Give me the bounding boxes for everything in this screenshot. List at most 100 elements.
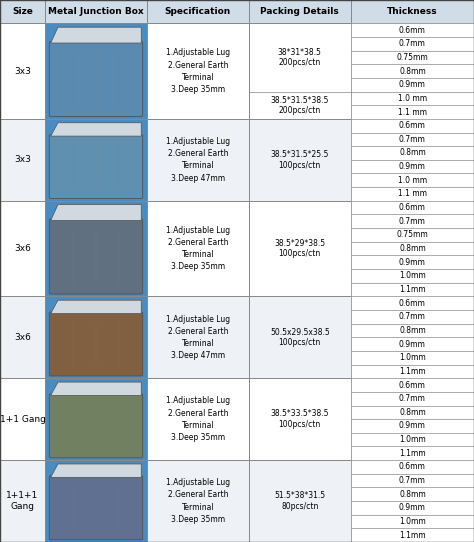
FancyBboxPatch shape — [49, 476, 143, 540]
Text: 38.5*33.5*38.5
100pcs/ctn: 38.5*33.5*38.5 100pcs/ctn — [271, 409, 329, 429]
FancyBboxPatch shape — [49, 394, 143, 458]
Text: 0.8mm: 0.8mm — [399, 244, 426, 253]
Bar — [351, 392, 474, 405]
Bar — [249, 0, 351, 23]
Bar — [351, 324, 474, 337]
Bar — [351, 173, 474, 187]
Text: 1.1 mm: 1.1 mm — [398, 190, 427, 198]
Bar — [351, 501, 474, 515]
Text: 0.6mm: 0.6mm — [399, 25, 426, 35]
Bar — [351, 0, 474, 23]
Text: 38.5*31.5*38.5
200pcs/ctn: 38.5*31.5*38.5 200pcs/ctn — [271, 95, 329, 115]
Text: 38.5*29*38.5
100pcs/ctn: 38.5*29*38.5 100pcs/ctn — [274, 239, 325, 258]
Bar — [351, 64, 474, 78]
Text: 0.7mm: 0.7mm — [399, 217, 426, 225]
Polygon shape — [51, 382, 141, 396]
Text: 1.0mm: 1.0mm — [399, 435, 426, 444]
Text: 0.8mm: 0.8mm — [399, 408, 426, 417]
Bar — [351, 365, 474, 378]
Bar — [45, 119, 147, 201]
Text: 0.9mm: 0.9mm — [399, 162, 426, 171]
Text: 0.9mm: 0.9mm — [399, 422, 426, 430]
Text: 1.Adjustable Lug
2.General Earth
Terminal
3.Deep 47mm: 1.Adjustable Lug 2.General Earth Termina… — [166, 137, 230, 183]
FancyBboxPatch shape — [49, 41, 143, 117]
Polygon shape — [51, 122, 141, 136]
Text: 0.6mm: 0.6mm — [399, 121, 426, 130]
Bar — [351, 269, 474, 283]
Text: 1.0 mm: 1.0 mm — [398, 176, 427, 185]
Bar — [0, 460, 45, 542]
Bar — [351, 460, 474, 474]
Text: 1.Adjustable Lug
2.General Earth
Terminal
3.Deep 35mm: 1.Adjustable Lug 2.General Earth Termina… — [166, 48, 230, 94]
Bar — [147, 23, 249, 119]
Text: 0.8mm: 0.8mm — [399, 326, 426, 335]
Bar — [351, 228, 474, 242]
Text: 3x3: 3x3 — [14, 156, 31, 164]
Bar — [351, 160, 474, 173]
Bar — [351, 433, 474, 447]
Bar — [351, 296, 474, 310]
Text: 0.9mm: 0.9mm — [399, 340, 426, 349]
Bar — [351, 447, 474, 460]
Text: 0.75mm: 0.75mm — [397, 53, 428, 62]
Text: 0.9mm: 0.9mm — [399, 257, 426, 267]
FancyBboxPatch shape — [49, 312, 143, 376]
Bar — [147, 0, 249, 23]
Text: 1.Adjustable Lug
2.General Earth
Terminal
3.Deep 35mm: 1.Adjustable Lug 2.General Earth Termina… — [166, 396, 230, 442]
Bar — [351, 119, 474, 132]
Text: 38.5*31.5*25.5
100pcs/ctn: 38.5*31.5*25.5 100pcs/ctn — [271, 150, 329, 170]
Text: Thickness: Thickness — [387, 7, 438, 16]
Bar — [147, 378, 249, 460]
Bar — [45, 23, 147, 119]
Polygon shape — [51, 27, 141, 43]
Polygon shape — [51, 300, 141, 313]
Text: 1.Adjustable Lug
2.General Earth
Terminal
3.Deep 47mm: 1.Adjustable Lug 2.General Earth Termina… — [166, 314, 230, 360]
Bar — [147, 119, 249, 201]
Text: 50.5x29.5x38.5
100pcs/ctn: 50.5x29.5x38.5 100pcs/ctn — [270, 327, 330, 347]
Text: 0.7mm: 0.7mm — [399, 476, 426, 485]
Polygon shape — [51, 205, 141, 221]
Bar — [249, 23, 351, 119]
Bar — [0, 201, 45, 296]
Bar — [0, 0, 45, 23]
Bar — [0, 23, 45, 119]
Bar — [351, 474, 474, 487]
Bar — [249, 201, 351, 296]
Text: 0.6mm: 0.6mm — [399, 462, 426, 472]
Text: 0.6mm: 0.6mm — [399, 299, 426, 308]
Text: Metal Junction Box: Metal Junction Box — [48, 7, 144, 16]
Bar — [351, 242, 474, 255]
Text: 51.5*38*31.5
80pcs/ctn: 51.5*38*31.5 80pcs/ctn — [274, 492, 325, 511]
Text: 1.0 mm: 1.0 mm — [398, 94, 427, 103]
Bar — [45, 460, 147, 542]
Bar — [351, 351, 474, 365]
Text: 3x3: 3x3 — [14, 67, 31, 75]
Text: 1.1 mm: 1.1 mm — [398, 107, 427, 117]
Bar — [351, 215, 474, 228]
Bar — [0, 119, 45, 201]
Bar — [351, 283, 474, 296]
Bar — [147, 296, 249, 378]
Bar — [45, 201, 147, 296]
Bar — [351, 487, 474, 501]
Text: 1.1mm: 1.1mm — [399, 531, 426, 540]
Bar — [147, 460, 249, 542]
Bar — [45, 0, 147, 23]
Text: 0.8mm: 0.8mm — [399, 490, 426, 499]
Bar — [351, 187, 474, 201]
Text: 0.9mm: 0.9mm — [399, 80, 426, 89]
Bar — [351, 405, 474, 419]
Bar — [351, 132, 474, 146]
Text: 0.6mm: 0.6mm — [399, 203, 426, 212]
Text: 0.7mm: 0.7mm — [399, 312, 426, 321]
Text: 1.0mm: 1.0mm — [399, 517, 426, 526]
Bar — [351, 37, 474, 50]
Bar — [351, 146, 474, 160]
Text: 1.0mm: 1.0mm — [399, 353, 426, 362]
Text: Specification: Specification — [165, 7, 231, 16]
Bar — [351, 419, 474, 433]
Bar — [351, 201, 474, 215]
Text: 3x6: 3x6 — [14, 244, 31, 253]
Bar — [45, 378, 147, 460]
Bar — [249, 119, 351, 201]
